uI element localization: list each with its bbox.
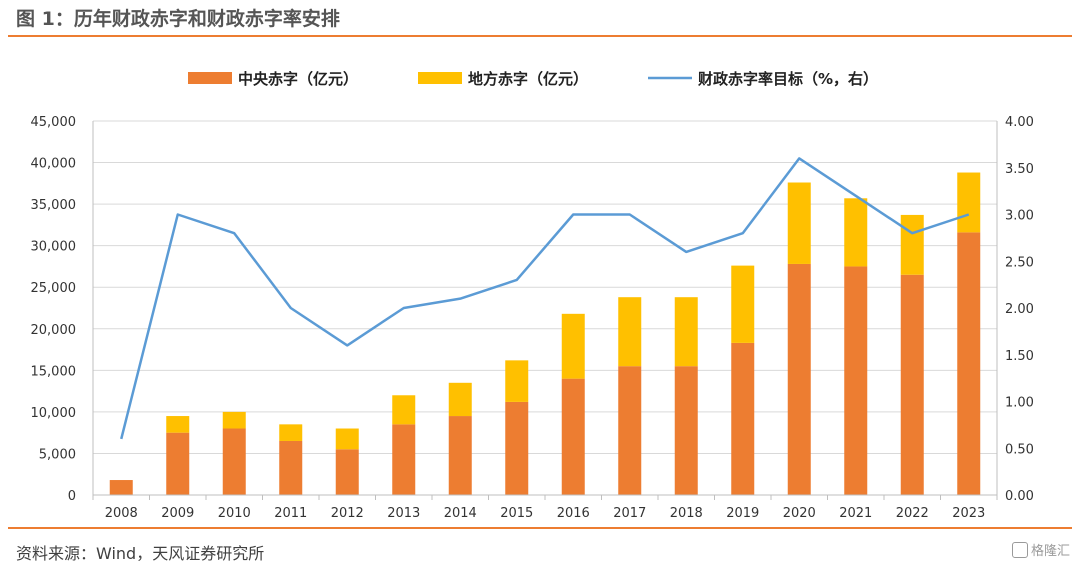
bar-local [957, 172, 981, 233]
bar-central [392, 424, 416, 495]
bar-local [787, 182, 811, 264]
x-tick-label: 2017 [613, 506, 646, 521]
bar-local [279, 424, 303, 441]
x-tick-label: 2014 [444, 506, 477, 521]
bar-local [674, 297, 698, 367]
bar-central [561, 378, 585, 495]
x-tick-label: 2008 [105, 506, 138, 521]
y-left-tick-label: 25,000 [31, 281, 77, 296]
bar-local [335, 428, 359, 450]
watermark: 格隆汇 [1011, 540, 1070, 559]
y-left-tick-label: 15,000 [31, 364, 77, 379]
bar-central [618, 366, 642, 495]
y-right-tick-label: 3.50 [1005, 162, 1034, 177]
x-tick-label: 2011 [274, 506, 307, 521]
bar-central [731, 342, 755, 495]
bar-local [844, 198, 868, 267]
bar-central [279, 440, 303, 495]
bar-local [561, 313, 585, 379]
x-tick-label: 2010 [218, 506, 251, 521]
bar-central [448, 416, 472, 495]
x-tick-label: 2018 [670, 506, 703, 521]
bar-central [166, 432, 190, 495]
legend-swatch-local [418, 72, 462, 84]
y-left-tick-label: 30,000 [31, 240, 77, 255]
y-left-tick-label: 5,000 [39, 447, 76, 462]
source-note: 资料来源：Wind，天风证券研究所 [16, 544, 265, 563]
bar-central [109, 480, 133, 495]
bar-local [448, 382, 472, 417]
watermark-logo-icon [1011, 541, 1028, 558]
bar-central [505, 401, 529, 495]
deficit-rate-line [120, 157, 970, 440]
bar-local [731, 265, 755, 343]
y-left-tick-label: 40,000 [31, 157, 77, 172]
top-divider [8, 35, 1072, 37]
x-tick-label: 2012 [331, 506, 364, 521]
bar-local [392, 395, 416, 425]
x-tick-label: 2020 [783, 506, 816, 521]
bars [109, 172, 981, 495]
y-right-tick-label: 0.00 [1005, 489, 1034, 504]
y-left-tick-label: 0 [68, 489, 76, 504]
x-tick-label: 2023 [952, 506, 985, 521]
x-tick-label: 2021 [839, 506, 872, 521]
bar-local [222, 411, 246, 429]
bar-central [844, 266, 868, 495]
x-tick-label: 2019 [726, 506, 759, 521]
bar-local [618, 297, 642, 367]
y-right-tick-label: 0.50 [1005, 442, 1034, 457]
legend-swatch-central [188, 72, 232, 84]
legend-label-local: 地方赤字（亿元） [468, 70, 588, 88]
x-tick-label: 2022 [896, 506, 929, 521]
bar-local [166, 416, 190, 433]
bottom-divider [8, 527, 1072, 529]
bar-central [787, 263, 811, 495]
y-left-tick-label: 45,000 [31, 115, 77, 130]
bar-central [957, 232, 981, 495]
line-series-path [120, 157, 970, 440]
chart-title: 图 1：历年财政赤字和财政赤字率安排 [16, 8, 340, 30]
chart-svg: 中央赤字（亿元） 地方赤字（亿元） 财政赤字率目标（%，右） 0 5,000 10,00… [31, 70, 1034, 521]
bar-central [222, 428, 246, 495]
y-right-tick-label: 2.50 [1005, 255, 1034, 270]
y-right-tick-label: 4.00 [1005, 115, 1034, 130]
legend: 中央赤字（亿元） 地方赤字（亿元） 财政赤字率目标（%，右） [188, 70, 878, 88]
axes: 0 5,000 10,000 15,000 20,000 25,000 30,000 35,0… [31, 115, 1034, 521]
x-tick-label: 2016 [557, 506, 590, 521]
y-right-tick-label: 1.50 [1005, 349, 1034, 364]
x-tick-label: 2015 [500, 506, 533, 521]
y-right-tick-label: 1.00 [1005, 396, 1034, 411]
y-right-tick-label: 3.00 [1005, 209, 1034, 224]
y-left-tick-label: 10,000 [31, 406, 77, 421]
bar-central [335, 449, 359, 495]
bar-local [900, 214, 924, 275]
bar-central [900, 274, 924, 495]
legend-label-line: 财政赤字率目标（%，右） [698, 70, 878, 88]
legend-label-central: 中央赤字（亿元） [238, 70, 358, 88]
x-tick-label: 2013 [387, 506, 420, 521]
bar-local [505, 360, 529, 402]
y-left-tick-label: 35,000 [31, 198, 77, 213]
watermark-text: 格隆汇 [1030, 544, 1070, 559]
y-left-tick-label: 20,000 [31, 323, 77, 338]
y-right-tick-label: 2.00 [1005, 302, 1034, 317]
bar-central [674, 366, 698, 495]
x-tick-label: 2009 [161, 506, 194, 521]
